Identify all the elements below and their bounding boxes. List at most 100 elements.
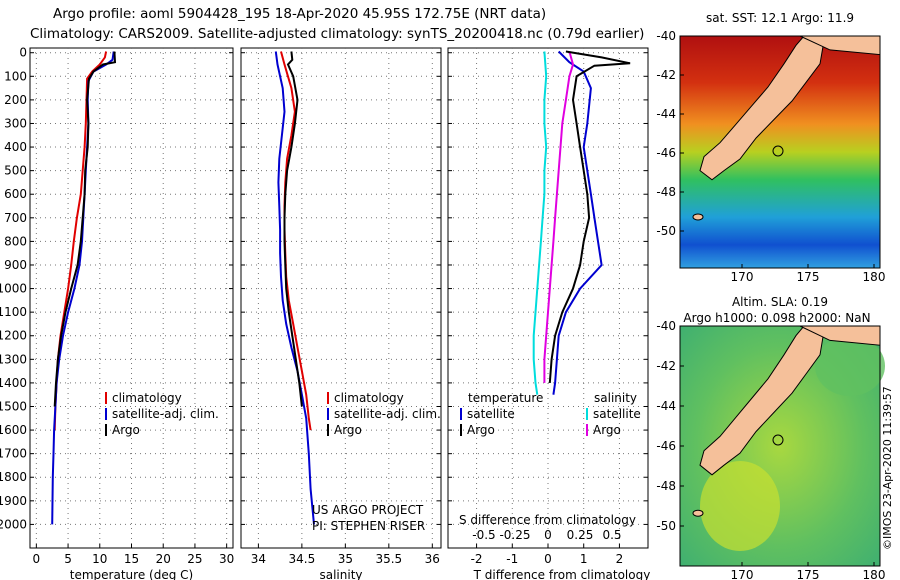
s-diff-tick: -0.25 — [499, 528, 530, 542]
depth-tick-label: 300 — [4, 116, 27, 130]
map-lat-label: -40 — [656, 319, 676, 333]
map-lat-label: -40 — [656, 29, 676, 43]
map-lat-label: -50 — [656, 519, 676, 533]
xtick-label: 30 — [219, 552, 234, 566]
depth-tick-label: 1500 — [0, 399, 27, 413]
legend-label: climatology — [112, 391, 182, 405]
xtick-label: 35.5 — [375, 552, 402, 566]
depth-tick-label: 500 — [4, 164, 27, 178]
xtick-label: 0 — [33, 552, 41, 566]
xtick-label: 5 — [64, 552, 72, 566]
xtick-label: 0 — [544, 552, 552, 566]
temperature-line-satellite-adj-clim- — [51, 51, 115, 525]
map-lon-label: 170 — [731, 270, 754, 284]
legend-label: temperature — [468, 391, 543, 405]
difference-line-t-argo — [552, 50, 603, 395]
xtick-label: 36 — [425, 552, 440, 566]
xtick-label: -1 — [506, 552, 518, 566]
xtick-label: 34.5 — [289, 552, 316, 566]
map-lat-label: -46 — [656, 146, 676, 160]
s-diff-tick: 0.25 — [567, 528, 594, 542]
figure-title-line2: Climatology: CARS2009. Satellite-adjuste… — [30, 26, 645, 42]
map-lon-label: 175 — [797, 568, 820, 580]
depth-tick-label: 900 — [4, 258, 27, 272]
depth-tick-label: 1600 — [0, 423, 27, 437]
attribution-line2: PI: STEPHEN RISER — [312, 519, 425, 533]
stewart-island — [692, 213, 704, 221]
legend-label: Argo — [593, 423, 621, 437]
stewart-island — [692, 509, 704, 517]
map-lon-label: 170 — [731, 568, 754, 580]
depth-tick-label: 1100 — [0, 305, 27, 319]
xtick-label: 35 — [338, 552, 353, 566]
map-title: Altim. SLA: 0.19 — [732, 295, 828, 309]
legend-label: climatology — [334, 391, 404, 405]
salinity-xlabel: salinity — [319, 568, 362, 580]
legend-label: satellite-adj. clim. — [334, 407, 441, 421]
depth-tick-label: 1700 — [0, 447, 27, 461]
map-anomaly — [815, 336, 885, 396]
xtick-label: 25 — [187, 552, 202, 566]
depth-tick-label: 1400 — [0, 376, 27, 390]
xtick-label: 20 — [156, 552, 171, 566]
argo-position-marker — [772, 434, 784, 446]
map-lat-label: -42 — [656, 68, 676, 82]
s-diff-tick: 0 — [544, 528, 552, 542]
map-title: sat. SST: 12.1 Argo: 11.9 — [706, 11, 854, 25]
depth-tick-label: 1800 — [0, 470, 27, 484]
depth-tick-label: 1900 — [0, 494, 27, 508]
legend-label: satellite — [467, 407, 515, 421]
legend-label: Argo — [112, 423, 140, 437]
map-lat-label: -44 — [656, 399, 676, 413]
map-lat-label: -50 — [656, 224, 676, 238]
map-lon-label: 175 — [797, 270, 820, 284]
depth-tick-label: 2000 — [0, 517, 27, 531]
legend-label: Argo — [467, 423, 495, 437]
depth-tick-label: 200 — [4, 93, 27, 107]
xtick-label: -2 — [471, 552, 483, 566]
south-island-land — [699, 325, 825, 476]
map-sla: -40 -42 -44 -46 -48 -50 170 175 180 Altim. SLA: 0… — [656, 295, 885, 580]
depth-tick-label: 100 — [4, 69, 27, 83]
depth-tick-label: 700 — [4, 211, 27, 225]
depth-tick-label: 800 — [4, 234, 27, 248]
xtick-label: 1 — [580, 552, 588, 566]
map-sst: -40 -42 -44 -46 -48 -50 170 175 180 sat. SST: 12.… — [656, 11, 885, 284]
temperature-line-argo — [53, 51, 117, 407]
map-lat-label: -46 — [656, 439, 676, 453]
south-island-land — [699, 35, 825, 181]
depth-tick-label: 0 — [19, 46, 27, 60]
map-frame — [679, 35, 881, 269]
s-diff-tick: -0.5 — [472, 528, 495, 542]
imos-stamp: ©IMOS 23-Apr-2020 11:39:57 — [881, 386, 894, 550]
map-lat-label: -42 — [656, 359, 676, 373]
difference-line-s-satellite — [543, 51, 575, 383]
legend-label: satellite — [593, 407, 641, 421]
map-anomaly — [700, 461, 780, 551]
salinity-frame — [240, 47, 442, 549]
depth-tick-label: 400 — [4, 140, 27, 154]
depth-tick-label: 1200 — [0, 329, 27, 343]
argo-position-marker — [772, 145, 784, 157]
map-lat-label: -48 — [656, 185, 676, 199]
salinity-line-satellite-adj-clim- — [274, 51, 315, 525]
legend-label: Argo — [334, 423, 362, 437]
temperature-panel: 0 5 10 15 20 25 30 temperature (deg C) — [29, 47, 234, 580]
depth-tick-label: 1300 — [0, 352, 27, 366]
map-subtitle: Argo h1000: 0.098 h2000: NaN — [683, 311, 870, 325]
legend-label: satellite-adj. clim. — [112, 407, 219, 421]
difference-line-s-argo — [548, 50, 631, 383]
legend-label: salinity — [594, 391, 637, 405]
xtick-label: 15 — [124, 552, 139, 566]
temperature-xlabel: temperature (deg C) — [70, 568, 193, 580]
xtick-label: 34 — [251, 552, 266, 566]
map-lon-label: 180 — [863, 270, 886, 284]
map-lat-label: -44 — [656, 107, 676, 121]
s-diff-tick: 0.5 — [602, 528, 621, 542]
map-lat-label: -48 — [656, 479, 676, 493]
difference-panel: -2 -1 0 1 2 T difference from climatology — [447, 47, 650, 580]
map-lon-label: 180 — [863, 568, 886, 580]
xtick-label: 10 — [92, 552, 107, 566]
